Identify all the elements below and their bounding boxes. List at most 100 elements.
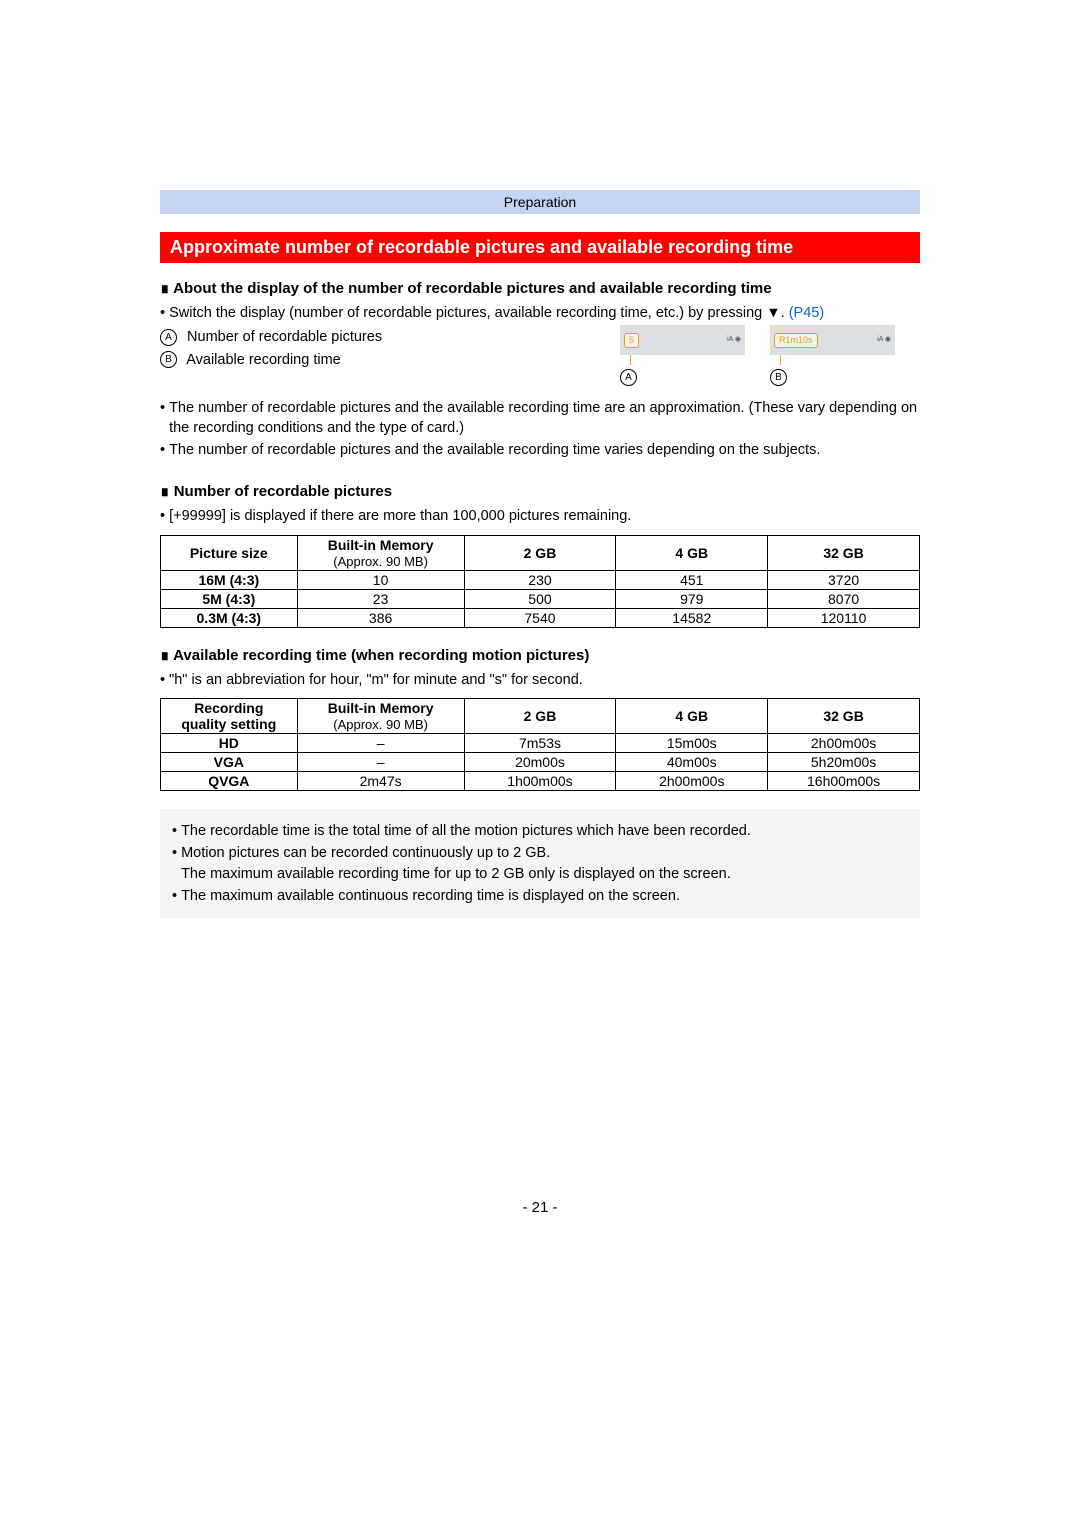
bullet-dot: • (160, 670, 165, 690)
circle-label-icon: A (620, 369, 637, 386)
table-row: 5M (4:3) 23 500 979 8070 (161, 589, 920, 608)
col-header: Built-in Memory (Approx. 90 MB) (297, 699, 464, 734)
cell: 20m00s (464, 753, 616, 772)
bullet-dot: • (160, 506, 165, 526)
bullet-dot: • (172, 821, 177, 841)
table-row: VGA – 20m00s 40m00s 5h20m00s (161, 753, 920, 772)
cell: 5h20m00s (768, 753, 920, 772)
bullet-text: "h" is an abbreviation for hour, "m" for… (169, 670, 583, 690)
col-header: 2 GB (464, 535, 616, 570)
document-page: Preparation Approximate number of record… (0, 0, 1080, 1526)
bullet: • Motion pictures can be recorded contin… (172, 843, 908, 884)
row-header: 0.3M (4:3) (161, 608, 298, 627)
table-row: 0.3M (4:3) 386 7540 14582 120110 (161, 608, 920, 627)
display-value: R1m10s (774, 333, 818, 348)
cell: 500 (464, 589, 616, 608)
row-header: 5M (4:3) (161, 589, 298, 608)
bullet-text: Motion pictures can be recorded continuo… (181, 845, 550, 861)
cell: 2m47s (297, 772, 464, 791)
cell: 979 (616, 589, 768, 608)
cell: 451 (616, 570, 768, 589)
bullet-dot: • (160, 303, 165, 323)
bullet: • [+99999] is displayed if there are mor… (160, 506, 920, 526)
col-header: Built-in Memory (Approx. 90 MB) (297, 535, 464, 570)
bullet: • "h" is an abbreviation for hour, "m" f… (160, 670, 920, 690)
bullet-text: The number of recordable pictures and th… (169, 440, 820, 460)
bullet: • The maximum available continuous recor… (172, 886, 908, 906)
cell: 2h00m00s (768, 734, 920, 753)
cell: 120110 (768, 608, 920, 627)
cell: 2h00m00s (616, 772, 768, 791)
cell: 10 (297, 570, 464, 589)
col-header: 32 GB (768, 699, 920, 734)
cell: 16h00m00s (768, 772, 920, 791)
col-header: 2 GB (464, 699, 616, 734)
section3-heading: Available recording time (when recording… (160, 646, 920, 664)
cell: 40m00s (616, 753, 768, 772)
bullet-dot: • (172, 843, 177, 884)
recording-time-table: Recording quality setting Built-in Memor… (160, 698, 920, 791)
bullet-text: The number of recordable pictures and th… (169, 398, 920, 439)
section2-heading: Number of recordable pictures (160, 482, 920, 500)
cell: 8070 (768, 589, 920, 608)
display-examples: 5 iA ◉ A R1m10s iA ◉ B (620, 325, 920, 387)
cell: – (297, 753, 464, 772)
cell: – (297, 734, 464, 753)
display-example-b: R1m10s iA ◉ B (770, 325, 895, 387)
display-example-a: 5 iA ◉ A (620, 325, 745, 387)
cell: 386 (297, 608, 464, 627)
col-header: Picture size (161, 535, 298, 570)
circle-label-icon: B (770, 369, 787, 386)
display-value: 5 (624, 333, 639, 348)
legend-text: Available recording time (186, 352, 340, 368)
strip-icons: iA ◉ (727, 335, 741, 345)
bullet-text: The maximum available recording time for… (181, 866, 731, 882)
table-row: QVGA 2m47s 1h00m00s 2h00m00s 16h00m00s (161, 772, 920, 791)
bullet: • The number of recordable pictures and … (160, 398, 920, 439)
col-header: 32 GB (768, 535, 920, 570)
cell: 14582 (616, 608, 768, 627)
breadcrumb: Preparation (160, 190, 920, 214)
cell: 230 (464, 570, 616, 589)
cell: 7540 (464, 608, 616, 627)
bullet-text: [+99999] is displayed if there are more … (169, 506, 631, 526)
row-header: VGA (161, 753, 298, 772)
cell: 23 (297, 589, 464, 608)
cell: 1h00m00s (464, 772, 616, 791)
page-link[interactable]: (P45) (789, 305, 824, 321)
cell: 3720 (768, 570, 920, 589)
bullet: • The number of recordable pictures and … (160, 440, 920, 460)
table-header-row: Recording quality setting Built-in Memor… (161, 699, 920, 734)
col-header: 4 GB (616, 535, 768, 570)
bullet: • Switch the display (number of recordab… (160, 303, 920, 323)
bullet-dot: • (160, 440, 165, 460)
notes-box: • The recordable time is the total time … (160, 809, 920, 918)
row-header: 16M (4:3) (161, 570, 298, 589)
bullet: • The recordable time is the total time … (172, 821, 908, 841)
bullet-text: The recordable time is the total time of… (181, 821, 751, 841)
table-row: 16M (4:3) 10 230 451 3720 (161, 570, 920, 589)
table-row: HD – 7m53s 15m00s 2h00m00s (161, 734, 920, 753)
row-header: HD (161, 734, 298, 753)
bullet-text: Switch the display (number of recordable… (169, 305, 785, 321)
table-header-row: Picture size Built-in Memory (Approx. 90… (161, 535, 920, 570)
section1-heading: About the display of the number of recor… (160, 279, 920, 297)
section1-body: • Switch the display (number of recordab… (160, 303, 920, 460)
page-number: - 21 - (0, 1199, 1080, 1216)
row-header: QVGA (161, 772, 298, 791)
col-header: Recording quality setting (161, 699, 298, 734)
picture-size-table: Picture size Built-in Memory (Approx. 90… (160, 535, 920, 628)
legend-b: B Available recording time (160, 350, 590, 370)
cell: 15m00s (616, 734, 768, 753)
bullet-dot: • (160, 398, 165, 439)
circle-label-icon: A (160, 329, 177, 346)
page-title: Approximate number of recordable picture… (160, 232, 920, 263)
legend-text: Number of recordable pictures (187, 329, 382, 345)
circle-label-icon: B (160, 351, 177, 368)
cell: 7m53s (464, 734, 616, 753)
legend-a: A Number of recordable pictures (160, 327, 590, 347)
col-header: 4 GB (616, 699, 768, 734)
bullet-text: The maximum available continuous recordi… (181, 886, 680, 906)
strip-icons: iA ◉ (877, 335, 891, 345)
bullet-dot: • (172, 886, 177, 906)
